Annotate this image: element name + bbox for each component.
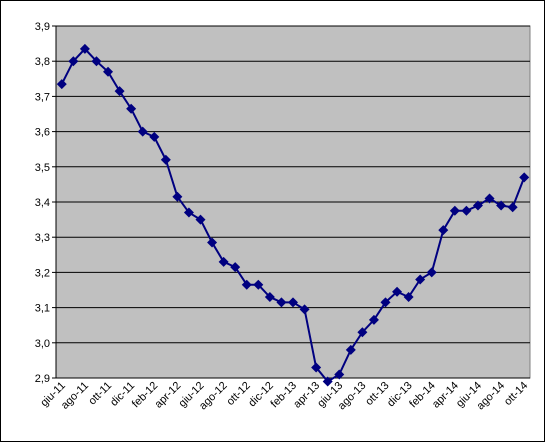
data-point: [288, 297, 298, 308]
data-point: [241, 279, 252, 290]
data-point: [299, 304, 310, 315]
data-point: [79, 43, 90, 54]
data-point: [519, 172, 530, 183]
data-point: [507, 202, 518, 213]
data-point: [230, 262, 241, 273]
y-tick-label: 2,9: [35, 373, 50, 385]
data-point: [218, 256, 229, 267]
data-point: [311, 362, 322, 373]
data-point: [438, 225, 449, 236]
data-point: [253, 279, 264, 290]
data-point: [183, 207, 194, 218]
data-point: [392, 286, 403, 297]
data-point: [484, 193, 495, 204]
data-point: [276, 297, 287, 308]
y-tick-label: 3,1: [35, 303, 50, 315]
data-point: [380, 297, 391, 308]
data-point: [322, 376, 333, 387]
data-point: [149, 131, 160, 142]
data-point: [449, 205, 460, 216]
y-tick-label: 3,0: [35, 338, 50, 350]
data-point: [114, 86, 125, 97]
y-tick-label: 3,5: [35, 162, 50, 174]
y-tick-label: 3,8: [35, 56, 50, 68]
data-point: [91, 56, 102, 67]
data-point: [345, 344, 356, 355]
data-point: [334, 369, 345, 380]
data-point: [68, 56, 79, 67]
data-point: [472, 200, 483, 211]
y-tick-label: 3,6: [35, 127, 50, 139]
y-tick-label: 3,7: [35, 91, 50, 103]
data-point: [496, 200, 507, 211]
y-tick-label: 3,4: [35, 197, 50, 209]
data-point: [403, 292, 414, 303]
y-tick-label: 3,3: [35, 232, 50, 244]
data-point: [415, 274, 426, 285]
data-point: [160, 154, 171, 165]
data-point: [56, 79, 67, 90]
y-tick-label: 3,9: [35, 21, 50, 33]
data-point: [137, 126, 148, 137]
data-point: [207, 237, 218, 248]
data-point: [426, 267, 437, 278]
data-point: [368, 314, 379, 325]
data-point: [195, 214, 206, 225]
y-tick-label: 3,2: [35, 267, 50, 279]
data-point: [357, 327, 368, 338]
data-point: [126, 103, 137, 114]
data-point: [172, 191, 183, 202]
data-point: [264, 292, 275, 303]
data-point: [103, 66, 114, 77]
data-point: [461, 205, 472, 216]
